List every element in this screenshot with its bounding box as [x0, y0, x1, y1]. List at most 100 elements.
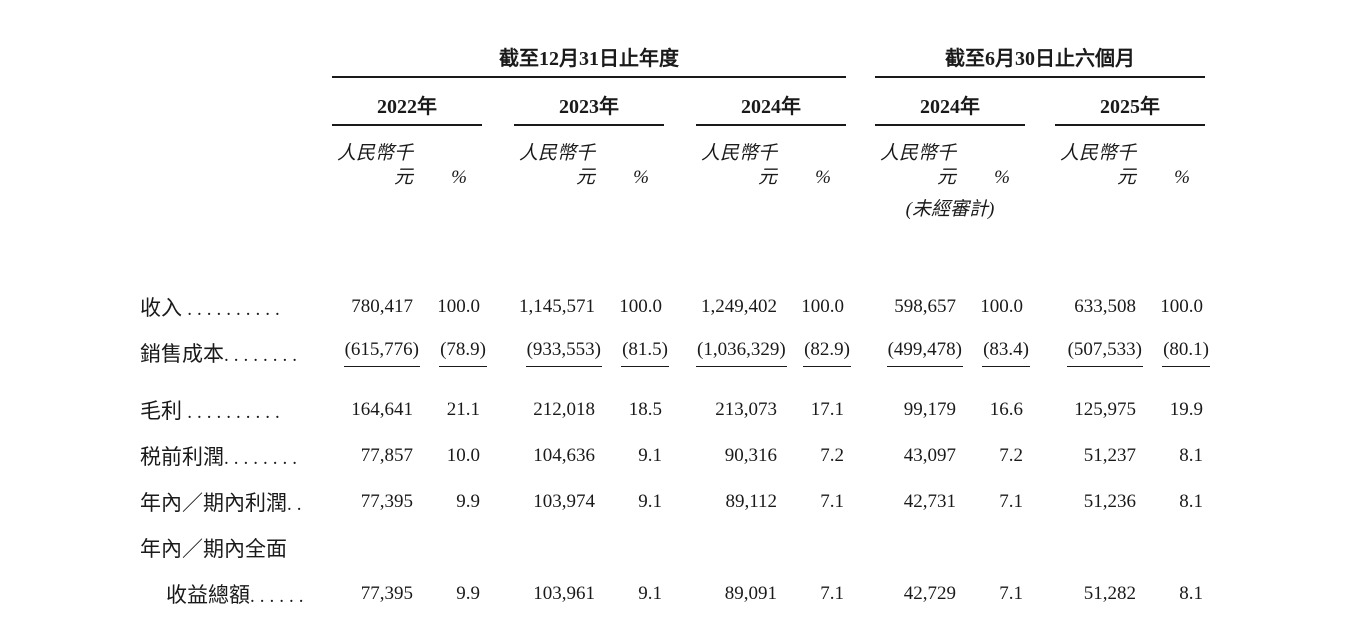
table-row-profit-before-tax: 税前利潤........ 77,857 10.0 104,636 9.1 90,… [140, 433, 1205, 479]
pct-header: % [633, 167, 649, 188]
cell-value: (933,553) [514, 330, 602, 376]
cell-value: 212,018 [533, 399, 595, 420]
cell-pct: (82.9) [784, 330, 851, 376]
cell-value: (1,036,329) [696, 330, 787, 376]
table-row-comprehensive-income-label: 年內／期內全面 [140, 525, 1205, 571]
table-row-gross-profit: 毛利 .......... 164,641 21.1 212,018 18.5 … [140, 376, 1205, 433]
unit-header-row: 人民幣千元 % 人民幣千元 % 人民幣千元 % 人民幣千元 % 人民幣千元 % [140, 125, 1205, 190]
cell-pct: 9.9 [456, 583, 480, 604]
row-label: 收入 .......... [140, 296, 285, 320]
year-header-row: 2022年 2023年 2024年 2024年 2025年 [140, 77, 1205, 126]
group-header-row: 截至12月31日止年度 截至6月30日止六個月 [140, 40, 1205, 78]
cell-value: 42,729 [903, 583, 956, 604]
cell-value: 103,974 [533, 491, 595, 512]
cell-value: 633,508 [1074, 296, 1136, 317]
cell-value: 1,249,402 [701, 296, 777, 317]
leader-dots: ........ [224, 345, 302, 366]
table-row-cost-of-sales: 銷售成本........ (615,776) (78.9) (933,553) … [140, 330, 1210, 376]
cell-value: 213,073 [715, 399, 777, 420]
table-row-profit-for-period: 年內／期內利潤.. 77,395 9.9 103,974 9.1 89,112 … [140, 479, 1205, 525]
cell-pct: 8.1 [1179, 491, 1203, 512]
cell-pct: 16.6 [989, 399, 1023, 420]
leader-dots: ...... [250, 586, 309, 607]
pct-header: % [1174, 167, 1190, 188]
cell-value: 125,975 [1074, 399, 1136, 420]
unaudited-note: (未經審計) [905, 199, 995, 220]
cell-pct: 9.1 [638, 491, 662, 512]
cell-pct: (78.9) [420, 330, 487, 376]
cell-pct: 9.1 [638, 583, 662, 604]
pct-header: % [994, 167, 1010, 188]
cell-value: (499,478) [875, 330, 963, 376]
cell-value: 77,857 [360, 445, 413, 466]
cell-pct: 100.0 [980, 296, 1023, 317]
year-header-2025: 2025年 [1055, 77, 1205, 126]
leader-dots: .. [287, 494, 307, 515]
year-header-2024-interim: 2024年 [875, 77, 1025, 126]
table-row-revenue: 收入 .......... 780,417 100.0 1,145,571 10… [140, 284, 1205, 330]
cell-pct: 8.1 [1179, 583, 1203, 604]
cell-pct: 10.0 [446, 445, 480, 466]
cell-value: 780,417 [351, 296, 413, 317]
cell-value: 104,636 [533, 445, 595, 466]
year-header-2024: 2024年 [696, 77, 846, 126]
cell-value: 598,657 [894, 296, 956, 317]
group-header-annual: 截至12月31日止年度 [332, 40, 846, 78]
cell-pct: 21.1 [446, 399, 480, 420]
row-label: 毛利 .......... [140, 399, 285, 423]
cell-pct: 9.1 [638, 445, 662, 466]
group-header-interim: 截至6月30日止六個月 [875, 40, 1205, 78]
leader-dots: ........ [224, 448, 302, 469]
cell-value: 42,731 [903, 491, 956, 512]
unit-header: 人民幣千元 [1059, 143, 1136, 188]
cell-pct: 7.1 [999, 491, 1023, 512]
cell-value: 90,316 [724, 445, 777, 466]
unit-header: 人民幣千元 [518, 143, 595, 188]
cell-value: 43,097 [903, 445, 956, 466]
leader-dots: .......... [187, 299, 285, 320]
cell-value: 77,395 [360, 491, 413, 512]
cell-pct: 100.0 [619, 296, 662, 317]
row-label: 年內／期內全面 [140, 537, 287, 561]
cell-pct: 100.0 [801, 296, 844, 317]
row-label: 年內／期內利潤.. [140, 491, 307, 515]
cell-pct: 7.2 [999, 445, 1023, 466]
cell-pct: 100.0 [1160, 296, 1203, 317]
cell-pct: (80.1) [1143, 330, 1210, 376]
cell-value: 1,145,571 [519, 296, 595, 317]
cell-pct: 19.9 [1169, 399, 1203, 420]
cell-value: 51,282 [1083, 583, 1136, 604]
unit-header: 人民幣千元 [336, 143, 413, 188]
cell-pct: 18.5 [628, 399, 662, 420]
pct-header: % [815, 167, 831, 188]
note-row: (未經審計) [140, 190, 1205, 228]
cell-value: 51,236 [1083, 491, 1136, 512]
cell-value: 99,179 [903, 399, 956, 420]
cell-value: 89,091 [724, 583, 777, 604]
cell-pct: 8.1 [1179, 445, 1203, 466]
cell-pct: 7.1 [820, 491, 844, 512]
cell-value: 89,112 [725, 491, 777, 512]
table-row-comprehensive-income: 收益總額...... 77,395 9.9 103,961 9.1 89,091… [140, 571, 1205, 617]
leader-dots: .......... [187, 402, 285, 423]
cell-value: 77,395 [360, 583, 413, 604]
cell-pct: 7.1 [999, 583, 1023, 604]
row-label: 收益總額...... [166, 583, 309, 607]
header-body-spacer [140, 228, 1205, 284]
cell-pct: 7.2 [820, 445, 844, 466]
cell-pct: 9.9 [456, 491, 480, 512]
unit-header: 人民幣千元 [700, 143, 777, 188]
pct-header: % [451, 167, 467, 188]
cell-value: 164,641 [351, 399, 413, 420]
row-label: 銷售成本........ [140, 342, 302, 366]
cell-value: 103,961 [533, 583, 595, 604]
year-header-2023: 2023年 [514, 77, 664, 126]
year-header-2022: 2022年 [332, 77, 482, 126]
cell-pct: 100.0 [437, 296, 480, 317]
row-label: 税前利潤........ [140, 445, 302, 469]
financial-summary-table: 截至12月31日止年度 截至6月30日止六個月 2022年 2023年 2024… [140, 40, 1210, 617]
unit-header: 人民幣千元 [879, 143, 956, 188]
cell-pct: (81.5) [602, 330, 669, 376]
cell-value: (615,776) [332, 330, 420, 376]
